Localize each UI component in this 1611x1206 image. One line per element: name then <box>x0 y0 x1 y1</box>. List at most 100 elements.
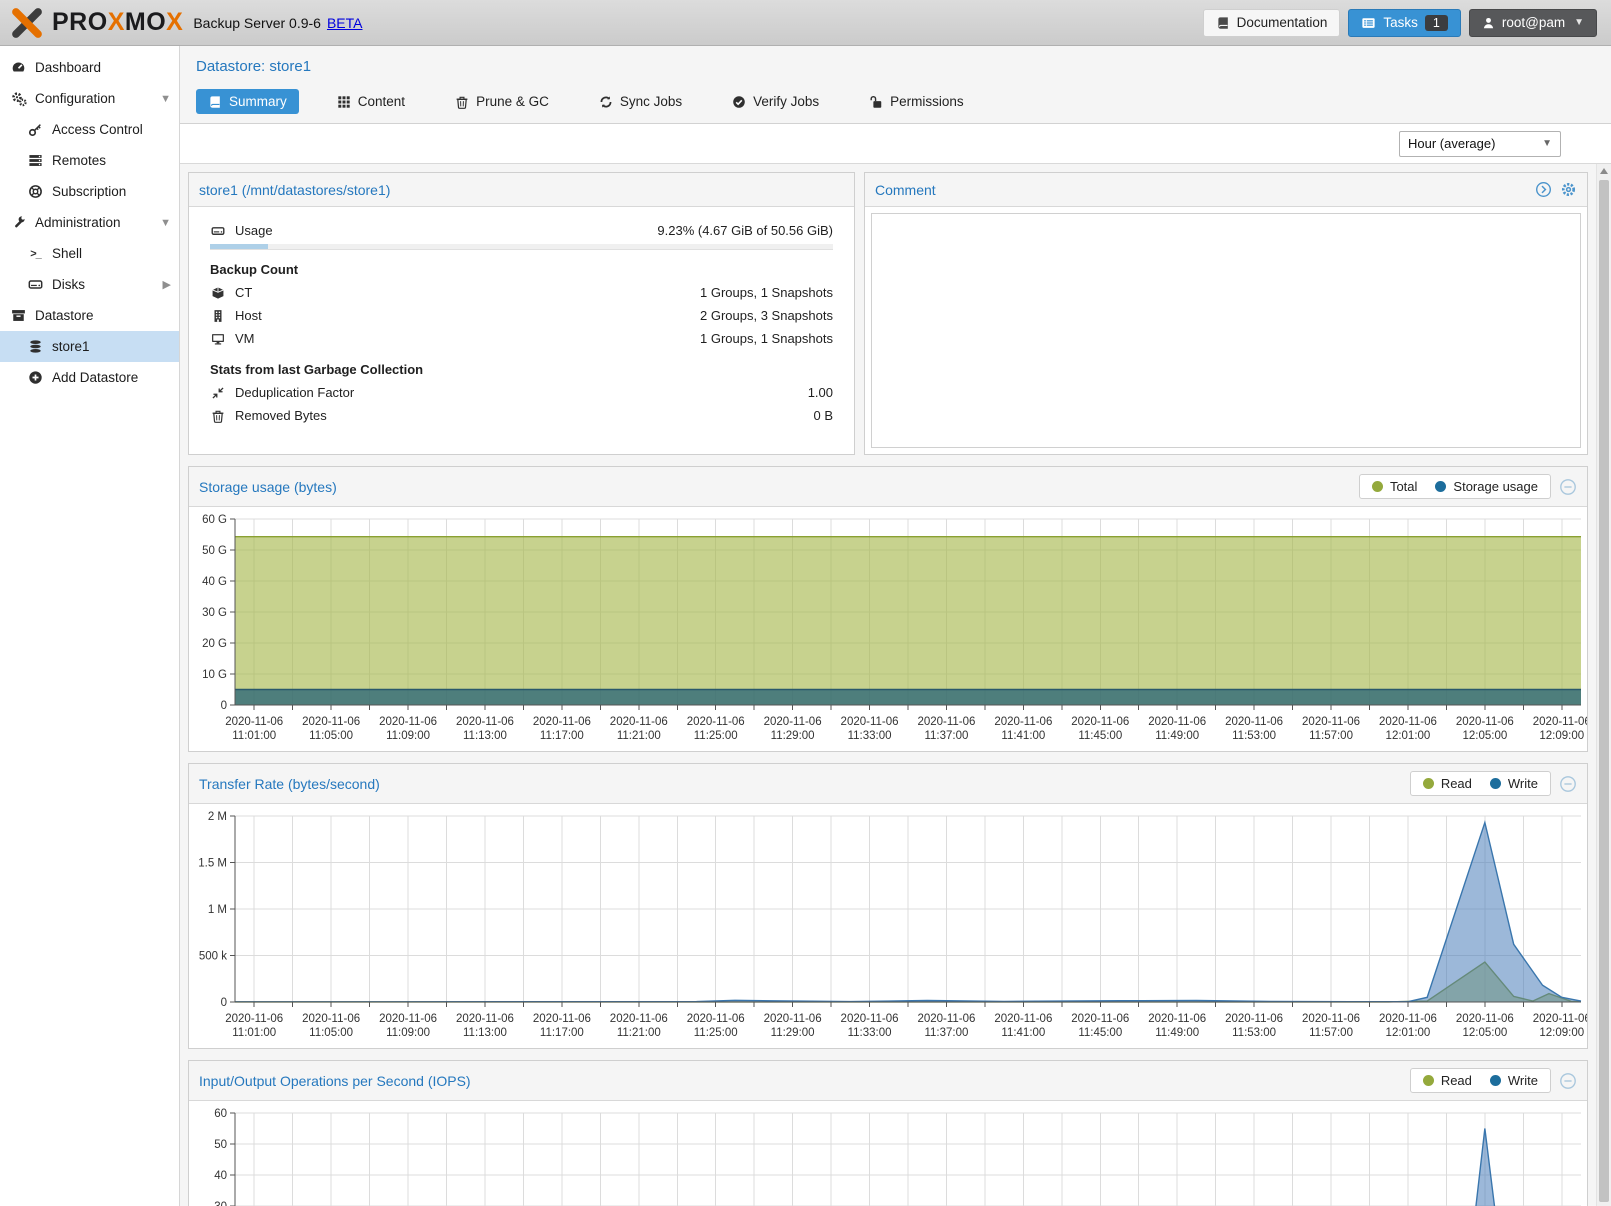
sidebar-item-dashboard[interactable]: Dashboard <box>0 52 179 83</box>
scrollbar-thumb[interactable] <box>1599 180 1609 1202</box>
sidebar-item-shell[interactable]: >_ Shell <box>0 238 179 269</box>
sidebar-item-remotes[interactable]: Remotes <box>0 145 179 176</box>
tab-prune-gc[interactable]: Prune & GC <box>443 89 561 114</box>
trash-icon <box>210 409 226 423</box>
storage-usage-chart: 0 10 G 20 G 30 G 40 G 50 G 60 G 2020-11-06 11:01… <box>189 507 1587 751</box>
gears-icon <box>10 91 27 107</box>
tab-summary[interactable]: Summary <box>196 89 299 114</box>
user-icon <box>1482 16 1495 30</box>
svg-text:11:17:00: 11:17:00 <box>540 1027 584 1039</box>
tab-permissions[interactable]: Permissions <box>857 89 976 114</box>
tab-content[interactable]: Content <box>325 89 417 114</box>
ct-row: CT 1 Groups, 1 Snapshots <box>210 281 833 304</box>
sidebar-item-add-datastore[interactable]: Add Datastore <box>0 362 179 393</box>
chevron-down-icon: ▼ <box>1542 138 1552 149</box>
vertical-scrollbar[interactable] <box>1596 164 1611 1206</box>
svg-text:12:01:00: 12:01:00 <box>1386 1027 1431 1039</box>
compress-icon <box>210 386 226 400</box>
sidebar-item-configuration[interactable]: Configuration ▼ <box>0 83 179 114</box>
svg-text:1 M: 1 M <box>208 904 227 916</box>
sidebar-item-store1[interactable]: store1 <box>0 331 179 362</box>
svg-text:2020-11-06: 2020-11-06 <box>379 716 437 728</box>
collapse-icon[interactable] <box>1559 1072 1577 1090</box>
chevron-right-icon[interactable]: ▶ <box>162 279 171 291</box>
tab-sync-jobs[interactable]: Sync Jobs <box>587 89 694 114</box>
product-name: Backup Server 0.9-6 <box>193 14 321 31</box>
usage-row: Usage 9.23% (4.67 GiB of 50.56 GiB) <box>210 219 833 242</box>
svg-text:12:09:00: 12:09:00 <box>1539 730 1584 742</box>
collapse-icon[interactable] <box>1559 478 1577 496</box>
legend-item: Write <box>1489 1073 1538 1088</box>
chart-legend: Total Storage usage <box>1358 474 1551 499</box>
host-row: Host 2 Groups, 3 Snapshots <box>210 304 833 327</box>
svg-text:11:29:00: 11:29:00 <box>771 730 815 742</box>
svg-text:40: 40 <box>214 1170 227 1182</box>
time-range-select[interactable]: Hour (average) ▼ <box>1399 130 1561 157</box>
chart-title: Input/Output Operations per Second (IOPS… <box>199 1072 471 1089</box>
svg-text:11:41:00: 11:41:00 <box>1001 1027 1045 1039</box>
sidebar-item-subscription[interactable]: Subscription <box>0 176 179 207</box>
svg-text:2020-11-06: 2020-11-06 <box>1302 716 1360 728</box>
sidebar-item-access-control[interactable]: Access Control <box>0 114 179 145</box>
svg-text:2020-11-06: 2020-11-06 <box>994 1013 1052 1025</box>
svg-text:2020-11-06: 2020-11-06 <box>1379 716 1437 728</box>
beta-link[interactable]: BETA <box>326 14 363 31</box>
transfer-rate-panel: Transfer Rate (bytes/second) Read Write … <box>188 763 1588 1049</box>
svg-text:2020-11-06: 2020-11-06 <box>1071 716 1129 728</box>
chart-legend: Read Write <box>1409 1068 1551 1093</box>
svg-text:11:25:00: 11:25:00 <box>694 730 738 742</box>
chevron-down-icon[interactable]: ▼ <box>160 216 171 229</box>
svg-text:2020-11-06: 2020-11-06 <box>1533 716 1587 728</box>
svg-text:2020-11-06: 2020-11-06 <box>917 1013 975 1025</box>
sidebar: Dashboard Configuration ▼ Access Control… <box>0 46 180 1206</box>
sidebar-item-disks[interactable]: Disks ▶ <box>0 269 179 300</box>
database-icon <box>27 339 44 355</box>
task-list-icon <box>1361 16 1376 30</box>
server-list-icon <box>27 153 44 169</box>
chevron-right-circle-icon[interactable] <box>1535 181 1552 198</box>
svg-text:11:45:00: 11:45:00 <box>1078 730 1122 742</box>
svg-text:2020-11-06: 2020-11-06 <box>610 716 668 728</box>
hdd-icon <box>210 224 226 238</box>
sidebar-item-datastore[interactable]: Datastore <box>0 300 179 331</box>
svg-text:0: 0 <box>221 997 227 1009</box>
svg-text:2020-11-06: 2020-11-06 <box>994 716 1052 728</box>
tab-verify-jobs[interactable]: Verify Jobs <box>720 89 831 114</box>
svg-text:2020-11-06: 2020-11-06 <box>1148 1013 1206 1025</box>
proxmox-logo-icon <box>12 7 42 38</box>
svg-text:10 G: 10 G <box>202 669 227 681</box>
svg-text:11:49:00: 11:49:00 <box>1155 730 1199 742</box>
removed-bytes-row: Removed Bytes 0 B <box>210 404 833 427</box>
documentation-button[interactable]: Documentation <box>1202 8 1341 37</box>
svg-text:40 G: 40 G <box>202 576 227 588</box>
backup-count-heading: Backup Count <box>210 262 299 277</box>
sidebar-item-administration[interactable]: Administration ▼ <box>0 207 179 238</box>
app-header: PROXMOX Backup Server 0.9-6 BETA Documen… <box>0 0 1611 46</box>
scroll-up-arrow-icon[interactable] <box>1600 168 1608 174</box>
svg-text:2020-11-06: 2020-11-06 <box>1148 716 1206 728</box>
svg-text:2020-11-06: 2020-11-06 <box>302 1013 360 1025</box>
tasks-button[interactable]: Tasks 1 <box>1348 8 1461 37</box>
comment-input[interactable] <box>871 213 1581 448</box>
hdd-icon <box>27 277 44 293</box>
svg-text:2020-11-06: 2020-11-06 <box>841 716 899 728</box>
gear-icon[interactable] <box>1560 181 1577 198</box>
svg-text:11:05:00: 11:05:00 <box>309 1027 353 1039</box>
key-icon <box>27 122 44 138</box>
svg-text:2020-11-06: 2020-11-06 <box>456 1013 514 1025</box>
svg-text:0: 0 <box>221 700 227 712</box>
panel-title: store1 (/mnt/datastores/store1) <box>199 181 391 198</box>
svg-text:2020-11-06: 2020-11-06 <box>379 1013 437 1025</box>
svg-text:11:09:00: 11:09:00 <box>386 730 430 742</box>
svg-text:2020-11-06: 2020-11-06 <box>687 716 745 728</box>
svg-text:11:57:00: 11:57:00 <box>1309 730 1353 742</box>
svg-text:2020-11-06: 2020-11-06 <box>456 716 514 728</box>
user-menu-button[interactable]: root@pam ▼ <box>1468 8 1597 37</box>
svg-text:11:01:00: 11:01:00 <box>232 1027 276 1039</box>
svg-text:11:57:00: 11:57:00 <box>1309 1027 1353 1039</box>
collapse-icon[interactable] <box>1559 775 1577 793</box>
chevron-down-icon[interactable]: ▼ <box>160 92 171 105</box>
transfer-rate-chart: 0 500 k 1 M 1.5 M 2 M 2020-11-06 11:01:00 2020-… <box>189 804 1587 1048</box>
svg-text:2020-11-06: 2020-11-06 <box>1225 716 1283 728</box>
comment-panel: Comment <box>864 172 1588 455</box>
